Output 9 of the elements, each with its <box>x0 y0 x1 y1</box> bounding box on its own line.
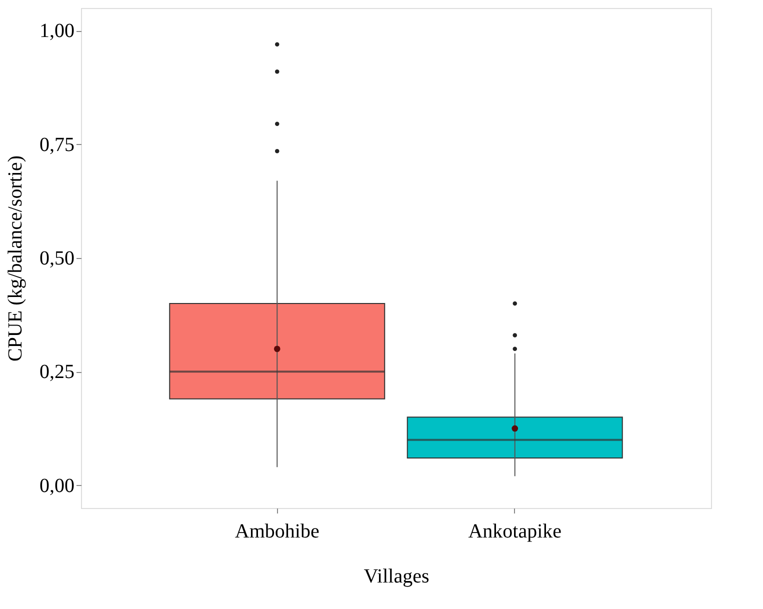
x-axis-title: Villages <box>364 566 430 588</box>
y-tick-label: 1,00 <box>40 20 74 42</box>
y-tick-label: 0,75 <box>40 134 74 156</box>
y-tick-label: 0,25 <box>40 361 74 384</box>
x-tick-label: Ambohibe <box>234 520 320 542</box>
x-tick-label: Ankotapike <box>468 520 562 542</box>
y-tick-label: 0,00 <box>40 474 74 497</box>
y-tick-label: 0,50 <box>40 248 74 270</box>
y-axis-title: CPUE (kg/balance/sortie) <box>4 155 26 362</box>
